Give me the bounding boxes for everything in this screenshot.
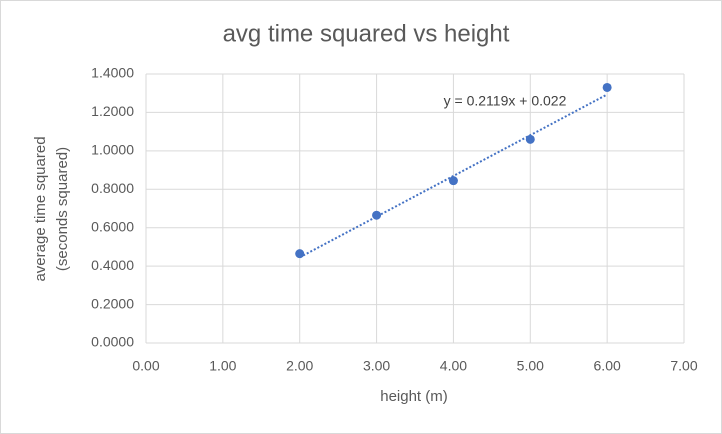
y-tick-label: 0.8000 [91, 180, 134, 196]
trendline-equation: y = 0.2119x + 0.022 [444, 93, 567, 109]
trendline [299, 93, 608, 259]
data-point [525, 134, 535, 144]
x-tick-label: 5.00 [517, 358, 544, 374]
y-axis-label: average time squared [32, 136, 49, 281]
data-point [295, 249, 305, 259]
x-axis-label: height (m) [380, 388, 448, 405]
data-point [602, 82, 612, 92]
y-tick-label: 1.0000 [91, 142, 134, 158]
x-tick-label: 2.00 [286, 358, 313, 374]
y-tick-label: 1.4000 [91, 65, 134, 81]
y-tick-label: 0.2000 [91, 295, 134, 311]
x-tick-label: 6.00 [594, 358, 621, 374]
y-tick-label: 0.4000 [91, 257, 134, 273]
x-tick-label: 0.00 [132, 358, 159, 374]
data-point [448, 176, 458, 186]
x-tick-label: 4.00 [440, 358, 467, 374]
y-axis-label: (seconds squared) [54, 147, 71, 271]
chart-title: avg time squared vs height [223, 20, 510, 47]
x-tick-label: 1.00 [209, 358, 236, 374]
x-tick-label: 3.00 [363, 358, 390, 374]
y-tick-label: 0.0000 [91, 334, 134, 350]
data-point [372, 210, 382, 220]
y-tick-label: 1.2000 [91, 103, 134, 119]
x-tick-label: 7.00 [670, 358, 697, 374]
y-tick-label: 0.6000 [91, 218, 134, 234]
